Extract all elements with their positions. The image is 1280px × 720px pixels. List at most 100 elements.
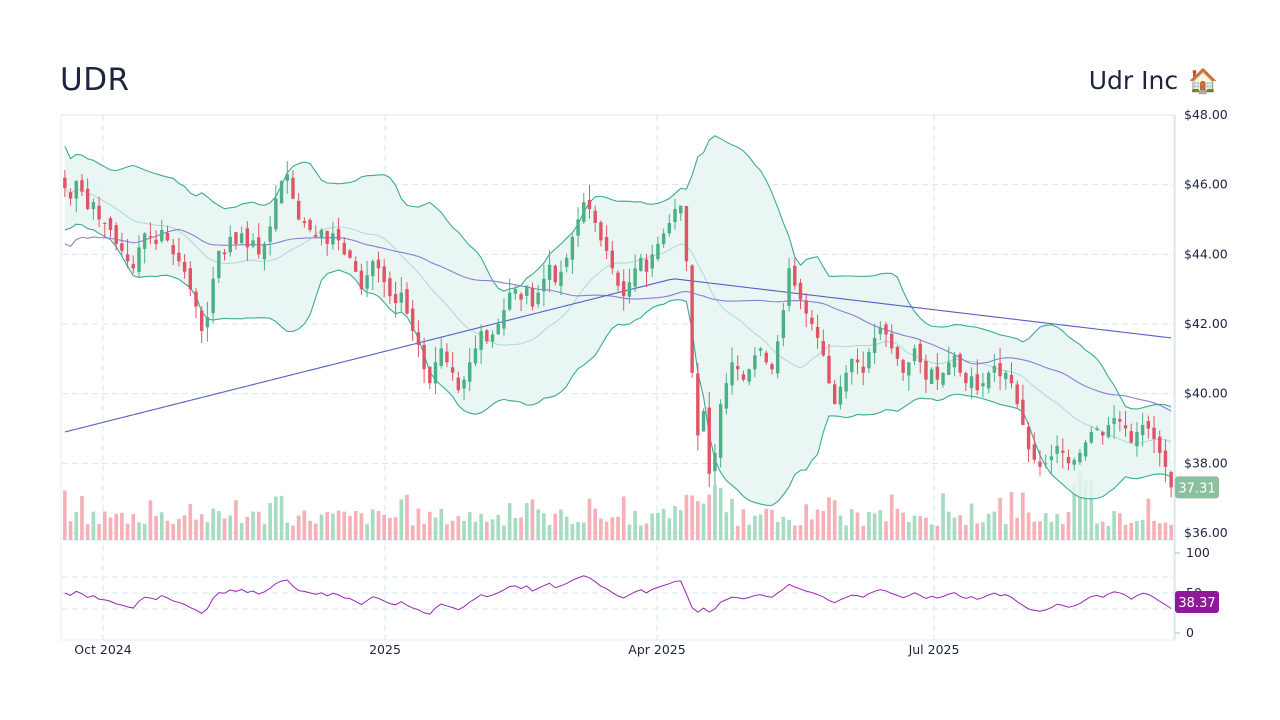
volume-bar [97,523,101,540]
volume-bar [638,525,643,540]
volume-bar [1060,524,1065,540]
candle-body [450,367,455,373]
candle-body [1032,444,1036,460]
candle-body [844,372,848,392]
candle-body [274,198,278,230]
candle-body [137,247,141,272]
volume-bar [1066,512,1071,540]
volume-bar [1152,520,1156,540]
candle-body [621,281,626,297]
volume-bar [376,511,381,540]
volume-bar [120,512,124,540]
ticker-symbol: UDR [60,62,130,98]
candle-body [981,383,985,387]
candle-body [718,404,723,458]
price-tick-label: $42.00 [1184,316,1228,331]
volume-bar [211,508,215,540]
candle-body [473,348,478,364]
volume-bar [753,515,757,540]
candle-body [325,230,329,244]
volume-bar [1049,521,1054,540]
candle-body [616,272,620,286]
candle-body [245,228,250,248]
candle-body [690,265,694,373]
volume-bar [547,524,552,540]
volume-bar [348,515,352,540]
volume-bar [815,509,820,540]
candle-body [371,261,375,277]
candle-body [108,218,113,230]
company-name-group: Udr Inc 🏠 [1089,66,1218,95]
candle-body [388,278,392,297]
bollinger-upper [64,135,1172,410]
candle-body [365,275,369,289]
candle-body [1026,426,1031,450]
candle-body [627,282,632,297]
candle-body [1049,456,1054,461]
candle-body [787,268,791,306]
volume-bar [524,503,529,540]
volume-bar [274,496,278,540]
volume-bar [656,512,660,540]
candle-body [182,261,187,272]
candle-body [855,359,860,363]
volume-bar [1078,471,1082,540]
candle-body [171,245,175,255]
candle-body [890,333,894,349]
volume-bar [1026,512,1031,540]
volume-bar [479,513,483,540]
volume-bar [673,506,677,540]
candle-body [1101,432,1105,436]
volume-bar [177,518,181,540]
volume-bar [399,499,404,540]
candle-body [342,242,346,255]
candle-body [331,233,335,245]
volume-bar [114,513,118,540]
candle-body [673,209,677,223]
candle-body [359,270,364,290]
candle-body [251,240,255,247]
volume-bar [861,525,866,540]
candle-body [559,271,563,287]
volume-bar [690,495,694,540]
candle-body [542,278,546,292]
volume-bar [713,485,717,540]
candle-body [1118,419,1122,422]
candle-body [907,362,911,376]
volume-bar [279,495,284,540]
candle-body [1135,431,1139,447]
candle-body [1009,374,1014,384]
volume-bar [154,516,158,540]
candle-body [160,229,164,242]
volume-bar [838,515,843,540]
candle-body [308,219,312,230]
candle-body [667,222,672,234]
volume-bar [730,498,734,540]
volume-bar [559,509,563,540]
candle-body [63,177,67,189]
volume-bar [507,503,512,540]
candle-body [125,254,130,262]
volume-bar [296,515,301,540]
candle-body [724,383,729,409]
candle-body [593,210,597,223]
candle-body [1083,442,1088,457]
candle-body [850,358,854,373]
price-tick-label: $44.00 [1184,246,1228,261]
house-icon: 🏠 [1188,66,1218,95]
candle-body [1004,372,1008,380]
volume-bar [935,525,940,540]
volume-bar [986,513,991,540]
volume-bar [912,515,917,540]
volume-bar [724,512,729,540]
volume-bar [268,503,272,540]
candle-body [336,228,341,241]
candle-body [810,317,814,324]
candle-body [964,373,968,384]
volume-bar [1112,511,1116,540]
candle-body [405,289,409,314]
candle-body [1078,452,1082,463]
volume-bar [844,525,848,540]
volume-bar [787,519,791,540]
